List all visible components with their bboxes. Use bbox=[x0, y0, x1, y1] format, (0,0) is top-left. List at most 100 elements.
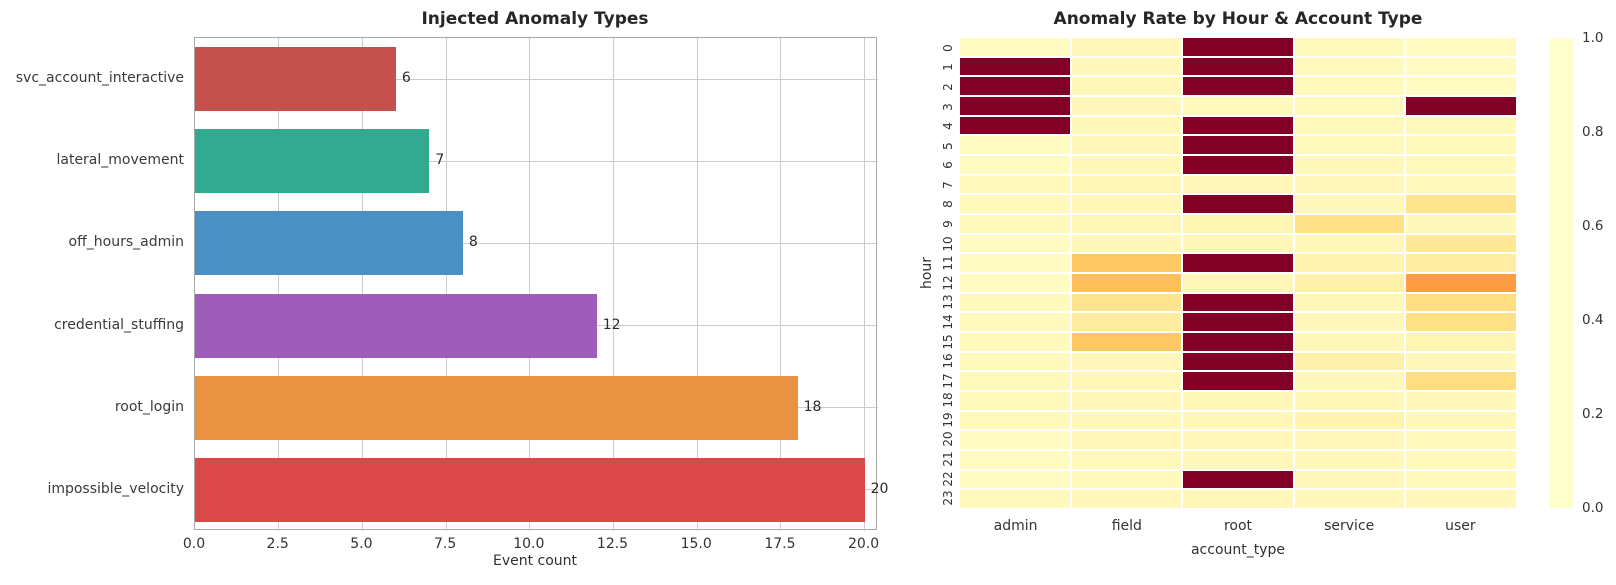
heatmap-cell bbox=[1294, 490, 1405, 508]
x-tick-label: 2.5 bbox=[266, 536, 289, 552]
heatmap-cell bbox=[1183, 155, 1293, 174]
heatmap-cell bbox=[1183, 352, 1293, 371]
heatmap-ytick-hour: 23 bbox=[941, 490, 955, 506]
x-tick-label: 20.0 bbox=[848, 536, 880, 552]
heatmap-cell bbox=[960, 273, 1070, 292]
heatmap-cell bbox=[1183, 175, 1293, 194]
heatmap-cell bbox=[960, 155, 1070, 174]
heatmap-cell bbox=[960, 313, 1070, 331]
heatmap-cell bbox=[1406, 273, 1516, 292]
heatmap-cell bbox=[960, 450, 1070, 469]
heatmap-ytick-hour: 8 bbox=[941, 200, 955, 209]
heatmap-cell bbox=[1294, 175, 1405, 194]
heatmap-cell bbox=[1071, 470, 1182, 489]
heatmap-ytick-hour: 11 bbox=[941, 255, 955, 271]
heatmap-cell bbox=[1294, 372, 1405, 390]
heatmap-cell bbox=[1294, 234, 1405, 253]
y-gridline bbox=[195, 242, 878, 244]
x-tick-label: 15.0 bbox=[680, 536, 712, 552]
heatmap-cell bbox=[1183, 38, 1293, 56]
heatmap-cell bbox=[1071, 195, 1182, 213]
y-gridline bbox=[195, 160, 878, 162]
heatmap-yaxis-label: hour bbox=[919, 256, 935, 290]
heatmap-ytick-hour: 4 bbox=[941, 122, 955, 130]
heatmap-cell bbox=[1294, 450, 1405, 469]
x-gridline bbox=[361, 38, 363, 531]
heatmap-cell bbox=[1183, 273, 1293, 292]
heatmap-cell bbox=[1183, 214, 1293, 233]
colorbar-tick-label: 0.8 bbox=[1582, 124, 1604, 140]
heatmap-cell bbox=[1071, 175, 1182, 194]
heatmap-cell bbox=[1071, 411, 1182, 430]
bar-credential_stuffing bbox=[195, 293, 597, 358]
heatmap-cell bbox=[1294, 470, 1405, 489]
colorbar-tick-label: 0.6 bbox=[1582, 218, 1604, 234]
heatmap-cell bbox=[1406, 332, 1516, 351]
bar-off_hours_admin bbox=[195, 211, 463, 276]
x-gridline bbox=[696, 38, 698, 531]
heatmap-ytick-hour: 10 bbox=[941, 235, 955, 252]
x-tick-label: 5.0 bbox=[350, 536, 373, 552]
heatmap-cell bbox=[1294, 313, 1405, 331]
heatmap-cell bbox=[1406, 254, 1516, 272]
heatmap-cell bbox=[1294, 293, 1405, 312]
bar-svc_account_interactive bbox=[195, 47, 396, 112]
heatmap-cell bbox=[1294, 38, 1405, 56]
colorbar-tick-label: 0.4 bbox=[1582, 312, 1604, 328]
heatmap-cell bbox=[1071, 293, 1182, 312]
heatmap-cell bbox=[960, 175, 1070, 194]
heatmap-cell bbox=[960, 116, 1070, 135]
heatmap-ytick-hour: 13 bbox=[941, 294, 955, 311]
heatmap-cell bbox=[1071, 77, 1182, 95]
heatmap-cell bbox=[1183, 234, 1293, 253]
heatmap-cell bbox=[1406, 490, 1516, 508]
heatmap-cell bbox=[1183, 313, 1293, 331]
heatmap-cell bbox=[1406, 38, 1516, 56]
heatmap-cell bbox=[1071, 38, 1182, 56]
heatmap-ytick-hour: 9 bbox=[941, 220, 955, 228]
heatmap-cell bbox=[1294, 116, 1405, 135]
heatmap-cell bbox=[1071, 431, 1182, 449]
heatmap-ytick-hour: 0 bbox=[941, 43, 955, 52]
heatmap-cell bbox=[960, 136, 1070, 154]
heatmap-cell bbox=[960, 234, 1070, 253]
heatmap-cell bbox=[1406, 313, 1516, 331]
heatmap-ytick-hour: 6 bbox=[941, 161, 955, 170]
heatmap-cell bbox=[960, 332, 1070, 351]
heatmap-ytick-hour: 3 bbox=[941, 102, 955, 111]
heatmap-cell bbox=[1294, 214, 1405, 233]
heatmap-cell bbox=[1183, 391, 1293, 410]
heatmap-cell bbox=[1406, 116, 1516, 135]
heatmap-ytick-hour: 1 bbox=[941, 63, 955, 72]
heatmap-title: Anomaly Rate by Hour & Account Type bbox=[1053, 9, 1423, 29]
heatmap-cell bbox=[960, 96, 1070, 115]
heatmap-ytick-hour: 17 bbox=[941, 373, 955, 389]
heatmap-cell bbox=[1071, 450, 1182, 469]
heatmap-cell bbox=[1406, 450, 1516, 469]
heatmap-cell bbox=[1183, 470, 1293, 489]
bar-impossible_velocity bbox=[195, 457, 865, 522]
x-gridline bbox=[613, 38, 614, 531]
heatmap-cell bbox=[1071, 214, 1182, 233]
heatmap-cell bbox=[1071, 116, 1182, 135]
heatmap-xtick-service: service bbox=[1324, 518, 1375, 534]
heatmap-cell bbox=[1071, 254, 1182, 272]
heatmap-ytick-hour: 21 bbox=[941, 451, 955, 467]
heatmap-cell bbox=[960, 38, 1070, 56]
heatmap-cell bbox=[1406, 431, 1516, 449]
bar-root_login bbox=[195, 375, 798, 440]
heatmap-cell bbox=[1406, 470, 1516, 489]
bar-value-label: 8 bbox=[468, 234, 478, 251]
heatmap-cell bbox=[1183, 490, 1293, 508]
heatmap-cell bbox=[1406, 77, 1516, 95]
x-gridline bbox=[278, 38, 280, 531]
heatmap-cell bbox=[1071, 57, 1182, 76]
heatmap-cell bbox=[1406, 352, 1516, 371]
heatmap-cell bbox=[1406, 372, 1516, 390]
y-category-label: svc_account_interactive bbox=[15, 70, 184, 87]
heatmap-cell bbox=[1294, 411, 1405, 430]
heatmap-cell bbox=[1183, 372, 1293, 390]
bar-value-label: 20 bbox=[870, 480, 889, 497]
heatmap-cell bbox=[1406, 391, 1516, 410]
